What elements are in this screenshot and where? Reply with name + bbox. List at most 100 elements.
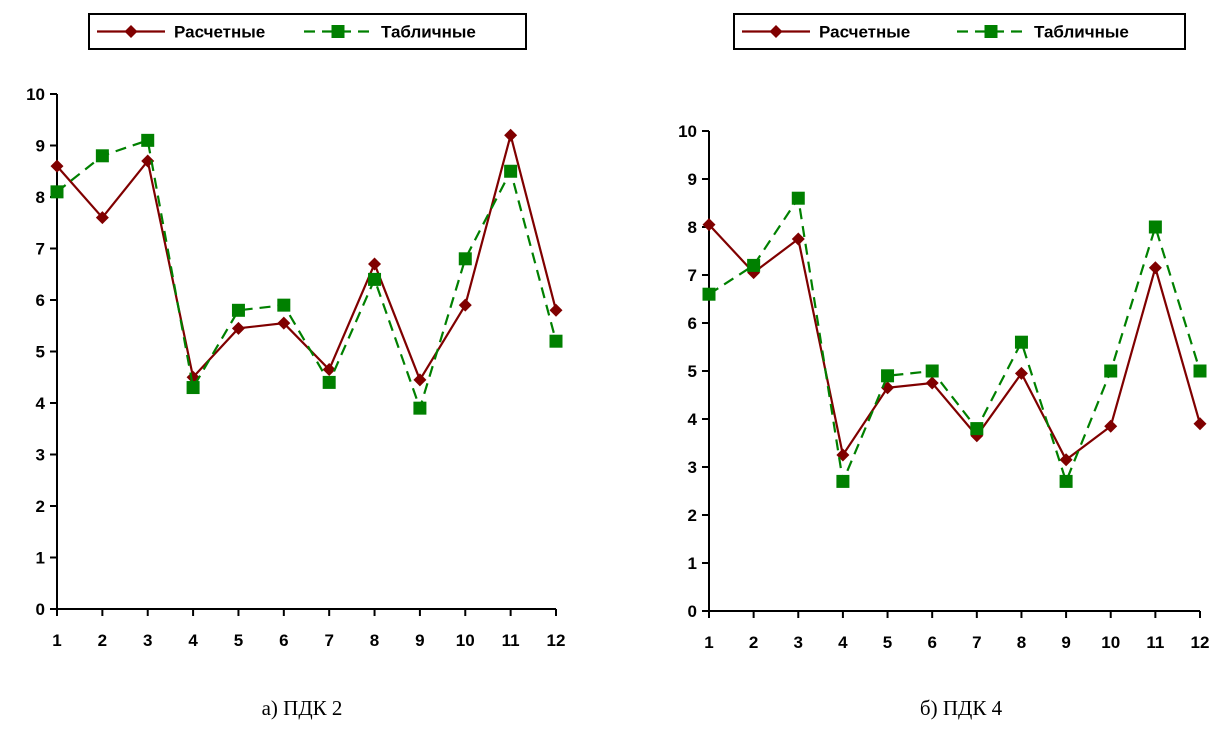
y-tick-label: 4	[688, 410, 698, 429]
y-tick-label: 4	[36, 394, 46, 413]
y-tick-label: 5	[36, 343, 45, 362]
data-point	[1148, 220, 1162, 234]
data-point	[95, 211, 109, 225]
legend-label-tabular: Табличные	[381, 23, 476, 42]
x-tick-label: 7	[972, 633, 981, 652]
y-tick-label: 7	[688, 266, 697, 285]
y-tick-label: 10	[26, 85, 45, 104]
y-tick-label: 0	[688, 602, 697, 621]
y-tick-label: 1	[688, 554, 697, 573]
series-calculated	[50, 128, 563, 387]
y-tick-label: 6	[36, 291, 45, 310]
x-tick-label: 8	[1017, 633, 1026, 652]
data-point	[504, 164, 518, 178]
y-tick-label: 9	[688, 170, 697, 189]
data-point	[1193, 364, 1207, 378]
data-point	[1104, 419, 1118, 433]
x-tick-label: 1	[52, 631, 61, 650]
data-point	[231, 321, 245, 335]
legend-label-tabular: Табличные	[1034, 23, 1129, 42]
x-tick-label: 1	[704, 633, 713, 652]
chart-caption: б) ПДК 4	[920, 696, 1003, 720]
x-tick-label: 2	[749, 633, 758, 652]
chart-caption: а) ПДК 2	[262, 696, 343, 720]
y-tick-label: 3	[688, 458, 697, 477]
data-point	[368, 272, 382, 286]
data-point	[1059, 453, 1073, 467]
data-point	[836, 474, 850, 488]
series-line	[708, 223, 1202, 462]
series-line	[708, 195, 1202, 486]
x-tick-label: 11	[502, 631, 520, 650]
data-point	[791, 191, 805, 205]
y-tick-label: 1	[36, 549, 45, 568]
x-tick-label: 4	[838, 633, 848, 652]
data-point	[1014, 335, 1028, 349]
data-point	[1193, 417, 1207, 431]
x-tick-label: 9	[1061, 633, 1070, 652]
data-point	[277, 316, 291, 330]
y-tick-label: 8	[688, 218, 697, 237]
y-tick-label: 10	[678, 122, 697, 141]
x-tick-label: 5	[234, 631, 243, 650]
data-point	[702, 287, 716, 301]
legend-marker-calculated	[124, 25, 138, 38]
legend-label-calculated: Расчетные	[819, 23, 910, 42]
legend-marker-tabular	[984, 25, 998, 38]
data-point	[1059, 474, 1073, 488]
y-tick-label: 0	[36, 600, 45, 619]
data-point	[186, 381, 200, 395]
x-tick-label: 7	[324, 631, 333, 650]
data-point	[549, 303, 563, 317]
data-point	[50, 185, 64, 199]
x-tick-label: 10	[456, 631, 475, 650]
legend: Расчетные Табличные	[733, 13, 1186, 50]
data-point	[458, 252, 472, 266]
x-tick-label: 5	[883, 633, 892, 652]
data-point	[549, 334, 563, 348]
data-point	[925, 364, 939, 378]
data-point	[747, 258, 761, 272]
data-point	[458, 298, 472, 312]
data-point	[368, 257, 382, 271]
data-point	[95, 149, 109, 163]
data-point	[322, 363, 336, 377]
y-tick-label: 5	[688, 362, 697, 381]
x-tick-label: 10	[1101, 633, 1120, 652]
data-point	[1014, 366, 1028, 380]
data-point	[277, 298, 291, 312]
y-tick-label: 9	[36, 137, 45, 156]
data-point	[141, 133, 155, 147]
y-tick-label: 3	[36, 446, 45, 465]
data-point	[231, 303, 245, 317]
data-point	[413, 373, 427, 387]
x-tick-label: 2	[98, 631, 107, 650]
legend-marker-calculated	[769, 25, 783, 38]
data-point	[322, 375, 336, 389]
y-tick-label: 6	[688, 314, 697, 333]
y-tick-label: 2	[688, 506, 697, 525]
y-tick-label: 2	[36, 497, 45, 516]
y-tick-label: 7	[36, 240, 45, 259]
x-tick-label: 12	[547, 631, 566, 650]
data-point	[702, 218, 716, 232]
data-point	[791, 232, 805, 246]
y-tick-label: 8	[36, 188, 45, 207]
series-line	[56, 138, 558, 412]
data-point	[1104, 364, 1118, 378]
data-point	[50, 159, 64, 173]
data-point	[881, 369, 895, 383]
data-point	[925, 376, 939, 390]
series-calculated	[702, 218, 1207, 467]
series-tabular	[702, 191, 1207, 488]
x-tick-label: 11	[1146, 633, 1164, 652]
x-tick-label: 6	[927, 633, 936, 652]
data-point	[413, 401, 427, 415]
x-tick-label: 3	[143, 631, 152, 650]
series-tabular	[50, 133, 563, 415]
x-tick-label: 9	[415, 631, 424, 650]
data-point	[504, 128, 518, 142]
